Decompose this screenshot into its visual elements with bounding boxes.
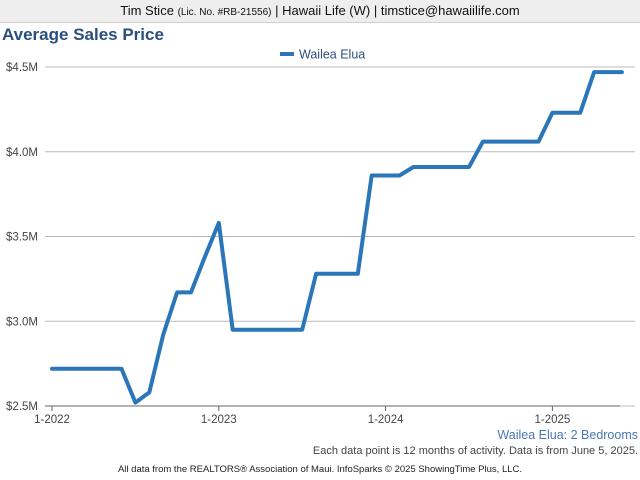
- x-tick-label-2: 1-2024: [368, 414, 404, 426]
- data-point: [161, 333, 165, 337]
- data-point: [342, 272, 346, 276]
- data-point: [578, 111, 582, 115]
- data-point: [231, 328, 235, 332]
- data-point: [133, 401, 137, 405]
- chart-subtitle: Wailea Elua: 2 Bedrooms: [497, 428, 638, 442]
- y-tick-label-3: $4.0M: [6, 147, 38, 159]
- data-point: [495, 140, 499, 144]
- data-point: [398, 173, 401, 177]
- data-point: [64, 367, 68, 371]
- agent-name: Tim Stice: [120, 3, 174, 18]
- data-point: [272, 328, 276, 332]
- data-point: [523, 140, 527, 144]
- legend-label-0: Wailea Elua: [299, 48, 365, 62]
- y-tick-label-0: $2.5M: [6, 401, 38, 413]
- data-point: [606, 70, 610, 74]
- data-point: [537, 140, 540, 144]
- data-point: [92, 367, 96, 371]
- agent-contact: | Hawaii Life (W) | timstice@hawaiilife.…: [275, 3, 520, 18]
- data-point: [564, 111, 568, 115]
- series-line-0: [50, 70, 624, 405]
- data-point: [120, 367, 123, 371]
- data-point: [384, 173, 388, 177]
- data-point: [620, 70, 624, 74]
- data-point: [592, 70, 596, 74]
- data-note: Each data point is 12 months of activity…: [312, 445, 638, 457]
- y-tick-label-2: $3.5M: [6, 232, 38, 244]
- data-point: [509, 140, 513, 144]
- data-point: [203, 255, 207, 259]
- data-point: [550, 111, 554, 115]
- data-point: [328, 272, 332, 276]
- y-tick-label-1: $3.0M: [6, 316, 38, 328]
- data-point: [439, 165, 443, 169]
- data-point: [245, 328, 249, 332]
- x-tick-label-0: 1-2022: [34, 414, 70, 426]
- x-tick-label-3: 1-2025: [534, 414, 570, 426]
- data-point: [356, 272, 360, 276]
- data-point: [481, 140, 485, 144]
- y-tick-label-4: $4.5M: [6, 62, 38, 74]
- data-point: [286, 328, 290, 332]
- footer-credit: All data from the REALTORS® Association …: [117, 464, 523, 475]
- data-point: [370, 173, 374, 177]
- data-point: [300, 328, 304, 332]
- data-point: [147, 390, 151, 394]
- data-point: [217, 221, 221, 225]
- x-tick-label-1: 1-2023: [201, 414, 237, 426]
- data-point: [189, 290, 193, 294]
- data-point: [314, 272, 318, 276]
- data-point: [467, 165, 471, 169]
- data-point: [411, 165, 415, 169]
- data-point: [259, 328, 262, 332]
- data-point: [453, 165, 457, 169]
- agent-license: (Lic. No. #RB-21556): [177, 7, 272, 18]
- data-point: [50, 367, 54, 371]
- chart-title: Average Sales Price: [2, 25, 164, 44]
- data-point: [106, 367, 110, 371]
- data-point: [175, 290, 179, 294]
- data-point: [425, 165, 429, 169]
- header-bar: Tim Stice (Lic. No. #RB-21556) | Hawaii …: [0, 0, 640, 23]
- data-point: [78, 367, 82, 371]
